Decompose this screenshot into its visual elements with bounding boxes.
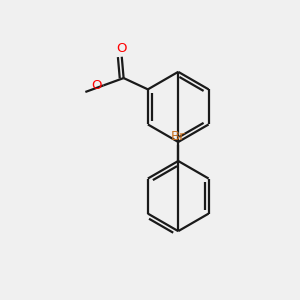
Text: O: O xyxy=(116,42,127,55)
Text: Br: Br xyxy=(171,130,185,143)
Text: O: O xyxy=(92,79,102,92)
